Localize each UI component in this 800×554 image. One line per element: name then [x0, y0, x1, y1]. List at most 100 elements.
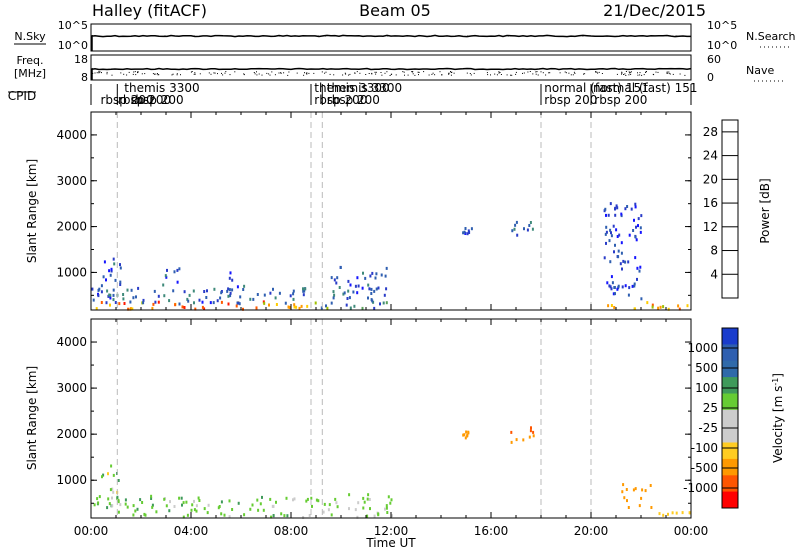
power-cell — [614, 206, 617, 210]
nave-dot — [441, 74, 443, 76]
x-tick-label: 16:00 — [474, 524, 509, 538]
velocity-cell — [134, 509, 137, 513]
nave-dot — [374, 71, 376, 73]
power-cell — [605, 230, 608, 234]
velocity-cell — [124, 502, 127, 506]
power-cell — [336, 276, 339, 280]
power-cell — [292, 292, 295, 296]
power-cell — [287, 305, 290, 309]
velocity-cell — [327, 508, 330, 512]
nave-dot — [217, 73, 218, 75]
power-cell — [114, 278, 117, 282]
velocity-cell — [112, 473, 115, 477]
power-cell — [333, 293, 336, 297]
velocity-cell — [634, 487, 637, 491]
power-cell — [249, 297, 252, 301]
nave-dot — [375, 71, 377, 73]
noise-search-dot — [222, 35, 224, 37]
power-cell — [256, 293, 259, 296]
nave-dot — [621, 71, 623, 73]
noise-search-dot — [552, 35, 554, 37]
noise-search-dot — [303, 35, 305, 37]
nave-dot — [395, 74, 397, 76]
nave-dot — [134, 71, 136, 73]
power-cell — [332, 296, 335, 300]
power-cell — [346, 297, 349, 300]
velocity-cell — [182, 501, 185, 505]
noise-search-dot — [405, 35, 407, 37]
power-cell — [235, 304, 238, 308]
nave-dot — [549, 72, 551, 74]
power-cell — [686, 304, 689, 308]
nave-dot — [545, 74, 547, 76]
nave-dot — [386, 71, 388, 73]
power-cell — [470, 227, 473, 231]
velocity-cell — [308, 514, 311, 517]
velocity-cell — [671, 511, 674, 515]
velocity-cell — [357, 501, 360, 505]
velocity-cell — [384, 507, 386, 511]
noise-search-dot — [116, 35, 118, 37]
nave-dot — [407, 74, 409, 76]
nave-dot — [453, 72, 455, 74]
nave-dot — [450, 71, 451, 73]
nave-dot — [596, 71, 598, 73]
nave-dot — [193, 73, 195, 75]
nave-dot — [98, 72, 100, 74]
nave-dot — [639, 74, 641, 76]
nave-dot — [243, 73, 245, 75]
power-y-axis-label: Slant Range [km] — [25, 159, 39, 263]
cpid-entry: normal (fast) 151 — [593, 81, 697, 95]
noise-search-dot — [95, 35, 97, 37]
cpid-entry: rbsp 200 — [118, 93, 171, 107]
cpid-entry: normal (fast) 151 — [544, 81, 648, 95]
velocity-cell — [621, 490, 624, 494]
power-cell — [646, 301, 649, 305]
noise-search-dot — [440, 35, 442, 37]
nave-dot — [500, 74, 502, 75]
velocity-cell — [363, 500, 366, 504]
velocity-cell — [641, 488, 644, 492]
power-colorbar-tick-label: 16 — [703, 196, 718, 210]
velocity-cell — [532, 430, 535, 434]
nave-dot — [669, 73, 671, 75]
noise-trace — [90, 34, 691, 51]
power-cell — [243, 284, 246, 288]
nave-dot — [158, 74, 160, 76]
noise-search-dot — [172, 35, 174, 37]
velocity-cell — [385, 504, 388, 508]
power-cell — [242, 307, 244, 311]
cpid-label: CPID — [8, 89, 36, 103]
nave-dot — [668, 72, 670, 74]
velocity-cell — [385, 506, 388, 510]
nave-dot — [657, 71, 659, 73]
power-cell — [349, 283, 352, 287]
velocity-cell — [644, 489, 647, 493]
nave-dot — [540, 71, 542, 73]
velocity-colorbar-segment — [722, 328, 738, 345]
power-cell — [268, 303, 270, 307]
velocity-colorbar-tick-label: -500 — [691, 461, 718, 475]
nave-dot — [313, 72, 315, 74]
power-cell — [330, 276, 333, 280]
power-cell — [354, 284, 357, 288]
power-cell — [620, 241, 623, 245]
power-cell — [176, 280, 179, 284]
power-cell — [624, 207, 627, 211]
power-colorbar-frame — [721, 119, 739, 299]
nave-dot — [448, 72, 450, 74]
power-cell — [610, 304, 613, 307]
power-cell — [325, 304, 327, 308]
power-cell — [168, 299, 171, 303]
power-cell — [122, 293, 125, 296]
nave-dot — [522, 72, 523, 74]
freq-right-tick-bottom: 0 — [707, 71, 714, 84]
nave-dot — [359, 72, 361, 74]
velocity-cell — [627, 506, 630, 509]
velocity-cell — [623, 496, 626, 500]
velocity-cell — [96, 497, 99, 501]
power-cell — [174, 303, 177, 307]
power-cell — [227, 287, 230, 291]
velocity-cell — [322, 510, 325, 514]
nave-dot — [628, 74, 630, 76]
